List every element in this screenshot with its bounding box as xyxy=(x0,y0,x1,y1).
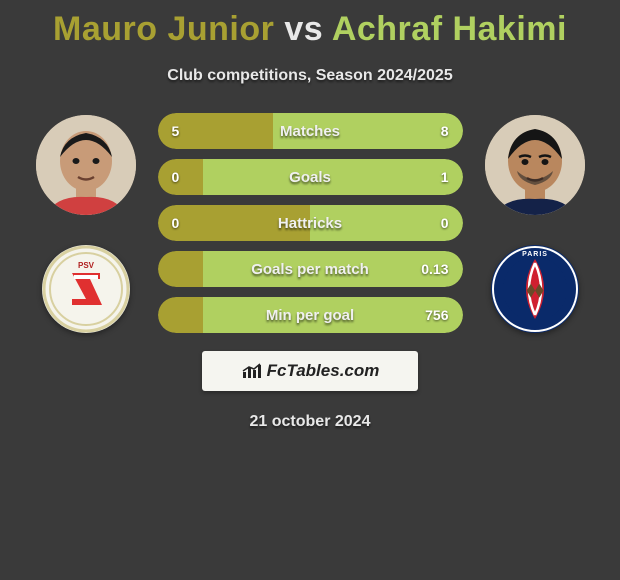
left-column: PSV xyxy=(34,115,138,333)
stat-value-right: 8 xyxy=(441,123,449,139)
footer-date: 21 october 2024 xyxy=(0,413,620,431)
stat-bar: 0 1 Goals xyxy=(158,159,463,195)
stat-fill-left xyxy=(158,297,204,333)
player2-name: Achraf Hakimi xyxy=(332,10,567,48)
stat-label: Min per goal xyxy=(266,307,354,324)
stat-value-right: 756 xyxy=(425,307,448,323)
stat-bar: 5 8 Matches xyxy=(158,113,463,149)
stat-fill-left xyxy=(158,159,204,195)
stat-value-left: 0 xyxy=(172,169,180,185)
stat-label: Goals per match xyxy=(251,261,369,278)
right-column: PARIS xyxy=(483,115,587,333)
stat-bar: 756 Min per goal xyxy=(158,297,463,333)
player1-avatar xyxy=(36,115,136,215)
stat-label: Matches xyxy=(280,123,340,140)
chart-icon xyxy=(241,362,263,380)
player2-club-badge: PARIS xyxy=(491,245,579,333)
stat-value-right: 0 xyxy=(441,215,449,231)
svg-text:PARIS: PARIS xyxy=(522,251,548,258)
stat-value-right: 1 xyxy=(441,169,449,185)
comparison-body: PSV 5 8 Matches 0 1 Goals 0 0 Hattricks 0.13 Goals… xyxy=(0,115,620,333)
stat-label: Hattricks xyxy=(278,215,342,232)
stat-fill-right xyxy=(203,159,462,195)
svg-text:PSV: PSV xyxy=(77,261,94,270)
stat-fill-left xyxy=(158,251,204,287)
stat-value-right: 0.13 xyxy=(421,261,448,277)
brand-text: FcTables.com xyxy=(267,361,380,381)
brand-badge: FcTables.com xyxy=(202,351,418,391)
comparison-title: Mauro Junior vs Achraf Hakimi xyxy=(0,0,620,49)
stat-bar: 0.13 Goals per match xyxy=(158,251,463,287)
player1-name: Mauro Junior xyxy=(53,10,274,48)
player2-avatar xyxy=(485,115,585,215)
stat-value-left: 0 xyxy=(172,215,180,231)
stat-value-left: 5 xyxy=(172,123,180,139)
stats-column: 5 8 Matches 0 1 Goals 0 0 Hattricks 0.13 Goals per… xyxy=(138,113,483,333)
vs-text: vs xyxy=(284,10,323,48)
player1-club-badge: PSV xyxy=(42,245,130,333)
stat-label: Goals xyxy=(289,169,331,186)
subtitle: Club competitions, Season 2024/2025 xyxy=(0,67,620,85)
stat-bar: 0 0 Hattricks xyxy=(158,205,463,241)
